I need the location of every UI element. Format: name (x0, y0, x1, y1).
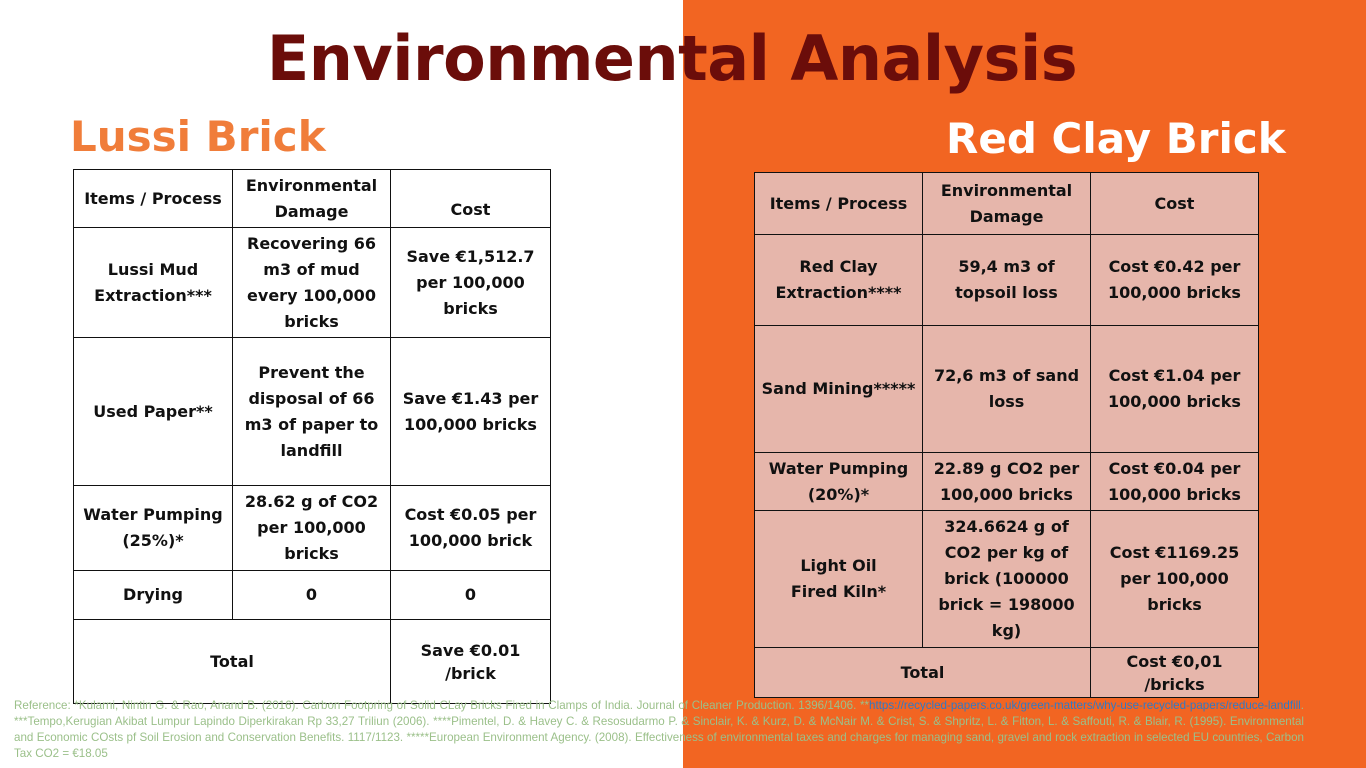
references: Reference: *Kularni, Nintin G. & Rao, An… (14, 698, 1304, 762)
cell-item: Lussi Mud Extraction*** (73, 227, 233, 338)
total-label: Total (754, 647, 1091, 698)
lussi-brick-heading: Lussi Brick (70, 112, 326, 161)
header-environmental-damage: Environmental Damage (922, 172, 1091, 235)
table-header-row: Items / Process Environmental Damage Cos… (754, 172, 1259, 235)
total-value: Save €0.01 /brick (390, 619, 551, 704)
cell-item: Red Clay Extraction**** (754, 234, 923, 326)
table-row: Water Pumping (20%)* 22.89 g CO2 per 100… (754, 452, 1259, 511)
cell-item: Drying (73, 570, 233, 620)
table-row: Red Clay Extraction**** 59,4 m3 of topso… (754, 234, 1259, 326)
table-row: Sand Mining***** 72,6 m3 of sand loss Co… (754, 325, 1259, 453)
header-cost: Cost (390, 169, 551, 228)
red-clay-brick-table: Items / Process Environmental Damage Cos… (754, 172, 1259, 698)
reference-link[interactable]: https://recycled-papers.co.uk/green-matt… (869, 699, 1301, 712)
cell-damage: 59,4 m3 of topsoil loss (922, 234, 1091, 326)
cell-damage: 28.62 g of CO2 per 100,000 bricks (232, 485, 391, 571)
cell-damage: 0 (232, 570, 391, 620)
table-row: Drying 0 0 (73, 570, 551, 620)
total-value: Cost €0,01 /bricks (1090, 647, 1259, 698)
total-label: Total (73, 619, 391, 704)
cell-item: Water Pumping (25%)* (73, 485, 233, 571)
cell-item: Used Paper** (73, 337, 233, 486)
cell-cost: 0 (390, 570, 551, 620)
table-row: Lussi Mud Extraction*** Recovering 66 m3… (73, 227, 551, 338)
cell-cost: Cost €1.04 per 100,000 bricks (1090, 325, 1259, 453)
cell-cost: Cost €0.42 per 100,000 bricks (1090, 234, 1259, 326)
table-row: Light Oil Fired Kiln* 324.6624 g of CO2 … (754, 510, 1259, 648)
header-items-process: Items / Process (73, 169, 233, 228)
cell-cost: Cost €1169.25 per 100,000 bricks (1090, 510, 1259, 648)
cell-item: Light Oil Fired Kiln* (754, 510, 923, 648)
cell-damage: 22.89 g CO2 per 100,000 bricks (922, 452, 1091, 511)
table-header-row: Items / Process Environmental Damage Cos… (73, 169, 551, 228)
cell-damage: 72,6 m3 of sand loss (922, 325, 1091, 453)
cell-damage: Prevent the disposal of 66 m3 of paper t… (232, 337, 391, 486)
cell-damage: 324.6624 g of CO2 per kg of brick (10000… (922, 510, 1091, 648)
references-text-end: . ***Tempo,Kerugian Akibat Lumpur Lapind… (14, 699, 1304, 760)
lussi-brick-table: Items / Process Environmental Damage Cos… (73, 169, 551, 704)
total-row: Total Cost €0,01 /bricks (754, 647, 1259, 698)
cell-cost: Save €1,512.7 per 100,000 bricks (390, 227, 551, 338)
page-title: Environmental Analysis (266, 22, 1078, 95)
red-clay-brick-heading: Red Clay Brick (946, 114, 1286, 163)
references-text-start: Reference: *Kularni, Nintin G. & Rao, An… (14, 699, 870, 712)
total-row: Total Save €0.01 /brick (73, 619, 551, 704)
cell-item: Water Pumping (20%)* (754, 452, 923, 511)
cell-cost: Cost €0.04 per 100,000 bricks (1090, 452, 1259, 511)
cell-cost: Cost €0.05 per 100,000 brick (390, 485, 551, 571)
header-items-process: Items / Process (754, 172, 923, 235)
header-environmental-damage: Environmental Damage (232, 169, 391, 228)
header-cost: Cost (1090, 172, 1259, 235)
cell-item: Sand Mining***** (754, 325, 923, 453)
table-row: Water Pumping (25%)* 28.62 g of CO2 per … (73, 485, 551, 571)
cell-damage: Recovering 66 m3 of mud every 100,000 br… (232, 227, 391, 338)
cell-cost: Save €1.43 per 100,000 bricks (390, 337, 551, 486)
table-row: Used Paper** Prevent the disposal of 66 … (73, 337, 551, 486)
